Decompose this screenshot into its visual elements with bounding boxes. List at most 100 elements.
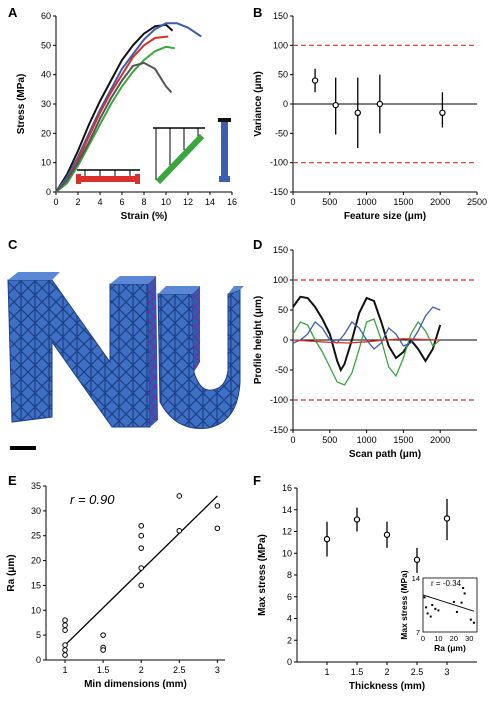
profile-trace — [292, 295, 442, 373]
y-tick-label: 14 — [282, 505, 292, 515]
inset-data-point — [425, 606, 428, 609]
x-tick-label: 1 — [63, 665, 68, 675]
x-tick-label: 0 — [53, 197, 58, 207]
inset-x-axis-label: Ra (μm) — [434, 643, 466, 653]
panel-e-letter: E — [8, 473, 17, 488]
panel-c-letter: C — [8, 237, 18, 252]
data-point — [332, 101, 339, 109]
data-point — [62, 617, 68, 624]
y-tick-label: 150 — [273, 11, 288, 21]
inset-fit-line — [422, 594, 475, 612]
profile-height-plot: 0 500 1000 1500 2000 -150 -100 -50 0 50 100 150 Scan… — [253, 245, 477, 460]
scale-bar — [10, 446, 36, 450]
y-tick-label: 5 — [36, 630, 41, 640]
inset-data-point — [434, 607, 437, 610]
lattice-nu-render — [7, 272, 244, 429]
tensile-sketch-inset — [76, 118, 231, 185]
y-tick-label: 0 — [46, 187, 51, 197]
y-tick-label: -100 — [270, 158, 288, 168]
data-point — [214, 525, 221, 532]
y-tick-label: 15 — [31, 580, 41, 590]
inset-data-point — [472, 621, 475, 624]
x-tick-label: 4 — [97, 197, 102, 207]
x-tick-label: 500 — [322, 197, 337, 207]
y-axis-label: Ra (μm) — [6, 554, 17, 591]
x-axis-label: Scan path (μm) — [349, 449, 421, 460]
data-point — [443, 515, 451, 522]
y-tick-label: 10 — [31, 605, 41, 615]
x-tick-label: 1000 — [357, 197, 377, 207]
y-tick-label: 20 — [41, 128, 51, 138]
y-tick-label: 30 — [41, 99, 51, 109]
stress-strain-plot: 0 2 4 6 8 10 12 14 16 0 10 20 30 40 50 60 Strain (%) Stre… — [16, 11, 237, 222]
x-tick-label: 2 — [139, 665, 144, 675]
inset-data-point — [437, 609, 440, 612]
inset-x-tick-label: 20 — [450, 634, 458, 643]
y-tick-label: 100 — [273, 275, 288, 285]
inset-data-point — [431, 604, 434, 606]
x-tick-label: 6 — [119, 197, 124, 207]
y-tick-label: 0 — [287, 657, 292, 667]
stress-strain-curve — [55, 61, 173, 193]
data-point — [383, 531, 391, 538]
y-tick-label: -50 — [275, 128, 288, 138]
data-point — [439, 109, 446, 117]
y-tick-label: 20 — [31, 556, 41, 566]
x-tick-label: 1.5 — [351, 667, 364, 677]
y-tick-label: 100 — [273, 40, 288, 50]
profile-trace — [292, 306, 441, 350]
x-axis-label: Min dimensions (mm) — [84, 679, 187, 690]
x-tick-label: 1000 — [357, 435, 377, 445]
inset-x-tick-label: 0 — [421, 634, 425, 643]
x-tick-label: 1500 — [393, 435, 413, 445]
x-tick-label: 2 — [384, 667, 389, 677]
data-point — [138, 582, 145, 589]
y-tick-label: 50 — [41, 40, 51, 50]
y-tick-label: 10 — [41, 158, 51, 168]
y-tick-label: 0 — [36, 655, 41, 665]
correlation-annotation: r = 0.90 — [70, 492, 115, 507]
inset-data-point — [462, 587, 465, 590]
x-tick-label: 2000 — [430, 435, 450, 445]
y-tick-label: 12 — [282, 527, 292, 537]
x-tick-label: 3 — [215, 665, 220, 675]
panel-a: A 0 2 4 6 8 10 12 14 16 0 10 20 30 40 50 60 Strain (%) St… — [8, 5, 237, 222]
data-point — [323, 535, 331, 543]
inset-y-tick-label: 7 — [416, 628, 420, 637]
data-point — [100, 632, 106, 638]
y-axis-label: Variance (μm) — [253, 71, 264, 137]
y-tick-label: 30 — [31, 506, 41, 516]
data-point — [62, 647, 68, 653]
x-axis-label: Strain (%) — [121, 211, 168, 222]
panel-c: C — [7, 237, 244, 450]
data-point — [62, 652, 68, 658]
x-tick-label: 2500 — [467, 197, 487, 207]
inset-data-point — [463, 592, 466, 595]
y-tick-label: 2 — [287, 635, 292, 645]
y-tick-label: 150 — [273, 245, 288, 255]
data-point — [354, 109, 361, 117]
x-tick-label: 1.5 — [97, 665, 110, 675]
inset-data-point — [452, 600, 455, 603]
data-point — [376, 100, 384, 108]
y-tick-label: -50 — [275, 365, 288, 375]
data-point — [138, 545, 145, 551]
data-point — [353, 516, 361, 523]
stress-strain-curve — [55, 23, 174, 193]
inset-x-tick-label: 10 — [434, 634, 442, 643]
inset-data-point — [455, 610, 458, 613]
inset-data-point — [460, 601, 463, 604]
data-point — [138, 565, 145, 571]
y-tick-label: 16 — [282, 483, 292, 493]
x-tick-label: 16 — [227, 197, 237, 207]
x-axis-label: Feature size (μm) — [344, 211, 426, 222]
x-tick-label: 2.5 — [173, 665, 186, 675]
y-tick-label: 25 — [31, 531, 41, 541]
y-tick-label: -100 — [270, 395, 288, 405]
x-tick-label: 8 — [141, 197, 146, 207]
data-point — [138, 532, 145, 539]
data-point — [62, 642, 68, 648]
